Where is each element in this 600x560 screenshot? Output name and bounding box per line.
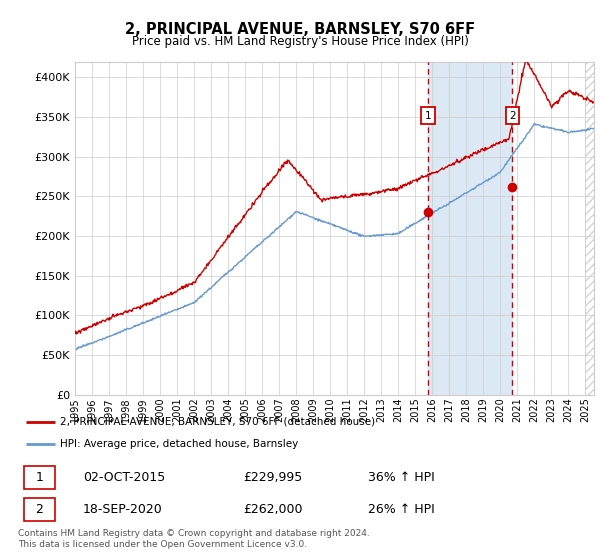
Bar (586, 62, 594, 395)
Text: 36% ↑ HPI: 36% ↑ HPI (368, 471, 434, 484)
Text: 26% ↑ HPI: 26% ↑ HPI (368, 503, 434, 516)
FancyBboxPatch shape (23, 466, 55, 489)
Text: £229,995: £229,995 (244, 471, 303, 484)
Text: Price paid vs. HM Land Registry's House Price Index (HPI): Price paid vs. HM Land Registry's House … (131, 35, 469, 48)
Bar (586, 62, 594, 395)
Text: HPI: Average price, detached house, Barnsley: HPI: Average price, detached house, Barn… (60, 438, 299, 449)
Text: 2: 2 (509, 110, 516, 120)
Bar (428, 62, 512, 395)
Text: 18-SEP-2020: 18-SEP-2020 (83, 503, 163, 516)
Text: 1: 1 (35, 471, 43, 484)
Text: Contains HM Land Registry data © Crown copyright and database right 2024.
This d: Contains HM Land Registry data © Crown c… (18, 529, 370, 549)
Text: 02-OCT-2015: 02-OCT-2015 (83, 471, 165, 484)
Text: 1: 1 (425, 110, 431, 120)
Text: 2: 2 (35, 503, 43, 516)
Text: 2, PRINCIPAL AVENUE, BARNSLEY, S70 6FF: 2, PRINCIPAL AVENUE, BARNSLEY, S70 6FF (125, 22, 475, 38)
Text: 2, PRINCIPAL AVENUE, BARNSLEY, S70 6FF (detached house): 2, PRINCIPAL AVENUE, BARNSLEY, S70 6FF (… (60, 417, 376, 427)
Text: £262,000: £262,000 (244, 503, 303, 516)
FancyBboxPatch shape (23, 498, 55, 521)
